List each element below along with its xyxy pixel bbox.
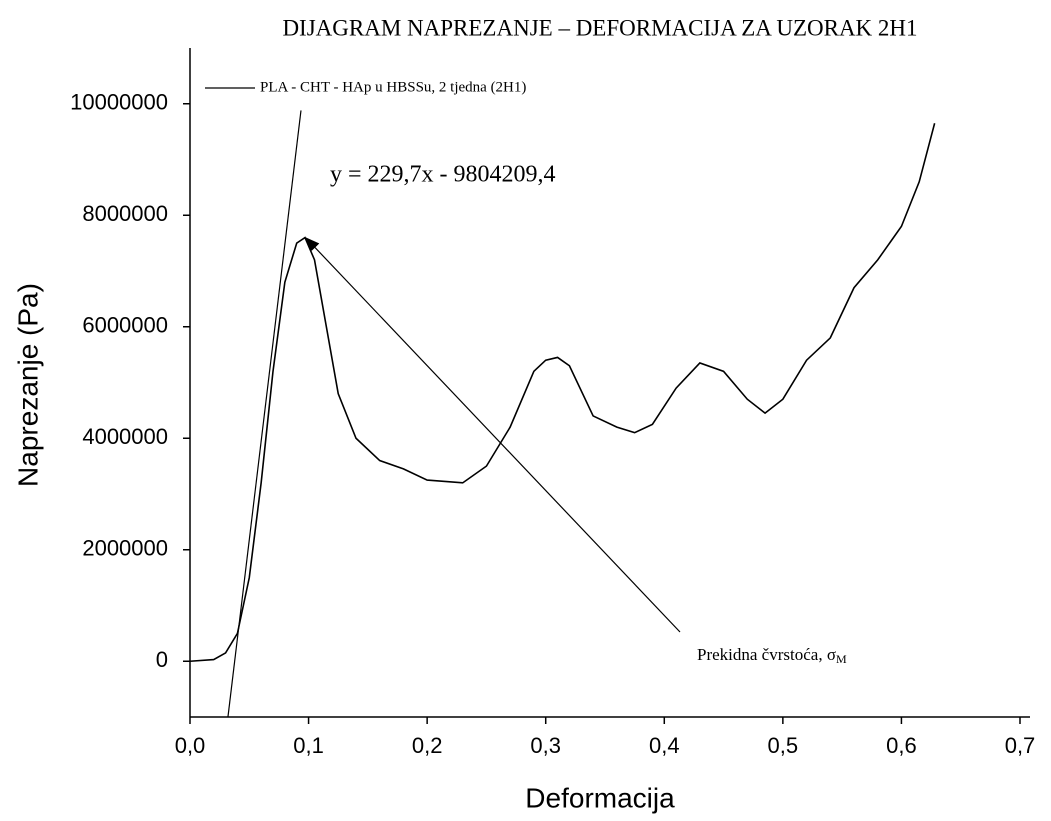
x-tick-label: 0,3 <box>530 733 561 758</box>
chart-title: DIJAGRAM NAPREZANJE – DEFORMACIJA ZA UZO… <box>282 15 917 40</box>
x-tick-label: 0,0 <box>175 733 206 758</box>
y-tick-label: 0 <box>156 647 168 672</box>
x-tick-label: 0,1 <box>293 733 324 758</box>
x-tick-label: 0,6 <box>886 733 917 758</box>
x-tick-label: 0,2 <box>412 733 443 758</box>
y-axis-label: Naprezanje (Pa) <box>12 283 43 487</box>
x-tick-label: 0,7 <box>1005 733 1036 758</box>
x-tick-label: 0,5 <box>768 733 799 758</box>
y-tick-label: 4000000 <box>82 424 168 449</box>
x-tick-label: 0,4 <box>649 733 680 758</box>
annotation-arrow <box>305 237 681 633</box>
y-tick-label: 10000000 <box>70 90 168 115</box>
x-axis-label: Deformacija <box>525 782 675 813</box>
y-tick-label: 8000000 <box>82 201 168 226</box>
tangent-line <box>227 110 302 718</box>
equation: y = 229,7x - 9804209,4 <box>330 162 556 188</box>
annotation-subscript: M <box>836 652 847 666</box>
y-tick-label: 2000000 <box>82 536 168 561</box>
legend-label: PLA - CHT - HAp u HBSSu, 2 tjedna (2H1) <box>260 79 526 95</box>
annotation: Prekidna čvrstoća, σM <box>697 645 847 666</box>
series-line <box>189 123 936 663</box>
y-tick-label: 6000000 <box>82 313 168 338</box>
annotation-text: Prekidna čvrstoća, σ <box>697 645 836 664</box>
